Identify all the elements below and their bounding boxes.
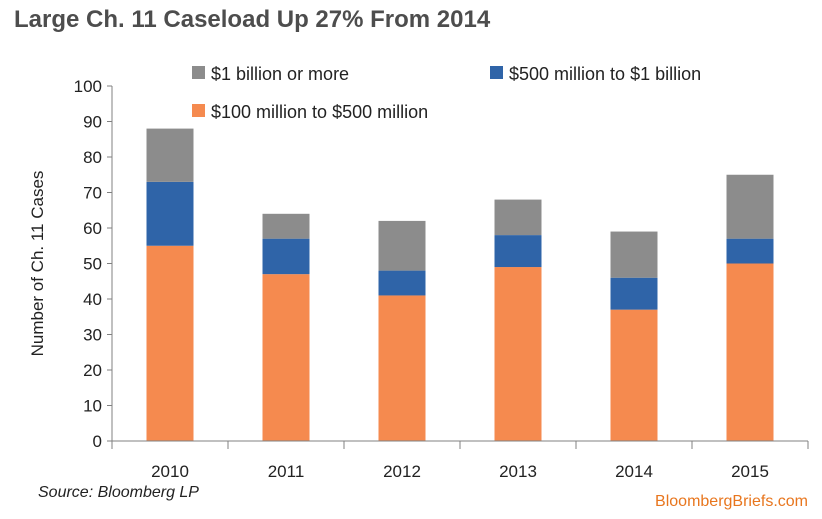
chart-title: Large Ch. 11 Caseload Up 27% From 2014 bbox=[14, 6, 491, 33]
y-tick-label: 10 bbox=[83, 397, 102, 416]
y-tick-label: 30 bbox=[83, 326, 102, 345]
bar-segment bbox=[494, 267, 542, 441]
bar-segment bbox=[262, 213, 310, 239]
legend-swatch bbox=[192, 66, 205, 79]
bar-segment bbox=[726, 174, 774, 239]
bar-segment bbox=[494, 199, 542, 236]
bar-segment bbox=[378, 270, 426, 296]
bar-segment bbox=[146, 128, 194, 182]
x-tick-label: 2011 bbox=[268, 462, 305, 481]
bar-segment bbox=[726, 263, 774, 441]
y-tick-label: 90 bbox=[83, 113, 102, 132]
y-tick-label: 20 bbox=[83, 361, 102, 380]
bar-segment bbox=[610, 277, 658, 310]
brand-credit: BloombergBriefs.com bbox=[655, 493, 808, 510]
y-tick-label: 100 bbox=[74, 77, 102, 96]
y-tick-label: 60 bbox=[83, 219, 102, 238]
y-tick-label: 40 bbox=[83, 290, 102, 309]
x-tick-label: 2012 bbox=[383, 462, 421, 481]
source-note: Source: Bloomberg LP bbox=[38, 484, 199, 501]
bar-segment bbox=[146, 181, 194, 246]
bar-segment bbox=[262, 238, 310, 275]
bar-segment bbox=[146, 245, 194, 441]
legend-swatch bbox=[192, 104, 205, 117]
y-tick-label: 50 bbox=[83, 255, 102, 274]
legend-label: $1 billion or more bbox=[211, 64, 349, 84]
legend-label: $100 million to $500 million bbox=[211, 102, 428, 122]
legend-swatch bbox=[490, 66, 503, 79]
bar-segment bbox=[726, 238, 774, 264]
bar-segment bbox=[262, 274, 310, 441]
legend-label: $500 million to $1 billion bbox=[509, 64, 701, 84]
x-tick-label: 2015 bbox=[731, 462, 769, 481]
bar-segment bbox=[610, 309, 658, 441]
bar-segment bbox=[378, 295, 426, 441]
bar-segment bbox=[378, 220, 426, 271]
y-tick-label: 80 bbox=[83, 148, 102, 167]
bar-segment bbox=[610, 231, 658, 278]
y-axis-label: Number of Ch. 11 Cases bbox=[28, 171, 47, 357]
y-tick-label: 0 bbox=[93, 432, 102, 451]
bar-segment bbox=[494, 235, 542, 268]
x-tick-label: 2013 bbox=[499, 462, 537, 481]
x-tick-label: 2014 bbox=[615, 462, 653, 481]
y-tick-label: 70 bbox=[83, 184, 102, 203]
x-tick-label: 2010 bbox=[151, 462, 189, 481]
